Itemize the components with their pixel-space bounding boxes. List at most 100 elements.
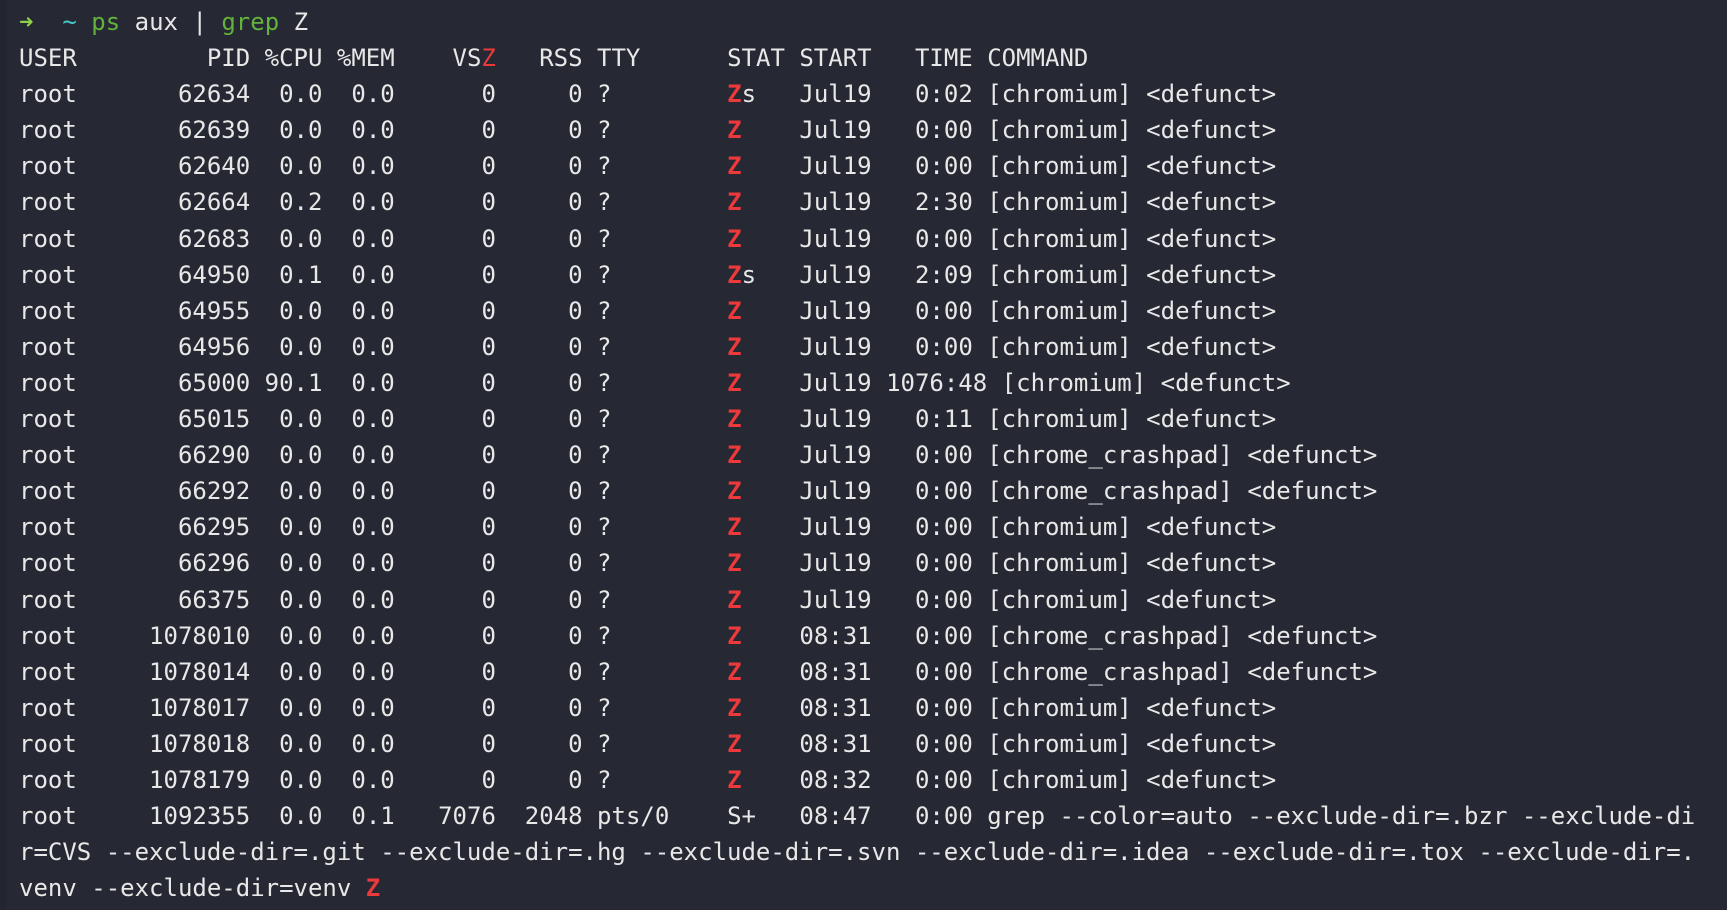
cell-tty: ?: [597, 477, 612, 506]
process-row[interactable]: root 1078017 0.0 0.0 0 0 ? Z 08:31 0:00 …: [19, 690, 1709, 726]
cell-vsz: 0: [481, 224, 496, 253]
cell-command: [chrome_crashpad] <defunct>: [987, 621, 1378, 650]
cell-tty: ?: [597, 585, 612, 614]
process-row[interactable]: root 66375 0.0 0.0 0 0 ? Z Jul19 0:00 [c…: [19, 582, 1709, 618]
cell-start: Jul19: [799, 116, 872, 145]
cell-stat: Z: [727, 225, 741, 253]
cell-cpu: 0.0: [279, 693, 323, 722]
match-highlight: Z: [727, 693, 742, 722]
prompt-arrow-icon: ➜: [19, 8, 34, 36]
cell-pid: 62634: [177, 80, 251, 109]
process-row[interactable]: root 1092355 0.0 0.1 7076 2048 pts/0 S+ …: [19, 798, 1709, 906]
cell-rss: 0: [568, 152, 583, 181]
cell-vsz: 0: [481, 549, 496, 578]
cell-start: Jul19: [799, 260, 872, 289]
cell-stat: Zs: [727, 260, 757, 289]
cell-mem: 0.0: [351, 224, 395, 253]
process-row[interactable]: root 66296 0.0 0.0 0 0 ? Z Jul19 0:00 [c…: [19, 545, 1709, 581]
cell-stat: Z: [727, 766, 741, 794]
process-row[interactable]: root 64956 0.0 0.0 0 0 ? Z Jul19 0:00 [c…: [19, 329, 1709, 365]
cell-time: 0:11: [914, 405, 973, 434]
cell-command: grep --color=auto --exclude-dir=.bzr --e…: [19, 802, 1696, 903]
process-row[interactable]: root 65015 0.0 0.0 0 0 ? Z Jul19 0:11 [c…: [19, 401, 1709, 437]
terminal-output[interactable]: ➜ ~ ps aux | grep Z USER PID %CPU %MEM V…: [19, 4, 1709, 906]
cell-user: root: [19, 80, 77, 109]
cell-cpu: 0.1: [279, 260, 323, 289]
process-row[interactable]: root 65000 90.1 0.0 0 0 ? Z Jul19 1076:4…: [19, 365, 1709, 401]
process-row[interactable]: root 62640 0.0 0.0 0 0 ? Z Jul19 0:00 [c…: [19, 148, 1709, 184]
cell-tty: ?: [597, 368, 612, 397]
process-row[interactable]: root 1078010 0.0 0.0 0 0 ? Z 08:31 0:00 …: [19, 618, 1709, 654]
cell-cpu: 0.0: [279, 224, 323, 253]
process-row[interactable]: root 1078179 0.0 0.0 0 0 ? Z 08:32 0:00 …: [19, 762, 1709, 798]
match-highlight: Z: [727, 332, 742, 361]
process-row[interactable]: root 62634 0.0 0.0 0 0 ? Zs Jul19 0:02 […: [19, 76, 1709, 112]
match-highlight: Z: [365, 874, 381, 903]
cell-user: root: [19, 405, 77, 434]
process-row[interactable]: root 64950 0.1 0.0 0 0 ? Zs Jul19 2:09 […: [19, 257, 1709, 293]
cell-tty: ?: [597, 405, 612, 434]
cell-tty: ?: [597, 224, 612, 253]
cell-rss: 0: [568, 80, 583, 109]
match-highlight: Z: [727, 296, 742, 325]
arg-pattern: Z: [293, 8, 309, 36]
cell-mem: 0.0: [351, 513, 395, 542]
cell-stat: Z: [727, 116, 741, 144]
process-row[interactable]: root 1078014 0.0 0.0 0 0 ? Z 08:31 0:00 …: [19, 654, 1709, 690]
cell-mem: 0.0: [351, 441, 395, 470]
process-row[interactable]: root 64955 0.0 0.0 0 0 ? Z Jul19 0:00 [c…: [19, 293, 1709, 329]
process-row[interactable]: root 66292 0.0 0.0 0 0 ? Z Jul19 0:00 [c…: [19, 473, 1709, 509]
cell-start: 08:47: [799, 802, 872, 831]
cell-vsz: 0: [481, 152, 496, 181]
cell-user: root: [19, 729, 77, 758]
cell-mem: 0.0: [351, 549, 395, 578]
process-row[interactable]: root 66295 0.0 0.0 0 0 ? Z Jul19 0:00 [c…: [19, 509, 1709, 545]
cell-user: root: [19, 549, 77, 578]
cell-cpu: 0.0: [279, 549, 323, 578]
cell-rss: 0: [568, 368, 583, 397]
cell-time: 0:00: [914, 585, 973, 614]
cell-cpu: 0.0: [279, 477, 323, 506]
cell-start: Jul19: [799, 296, 872, 325]
table-header: USER PID %CPU %MEM VSZ RSS TTY STAT STAR…: [19, 40, 1709, 76]
cell-vsz: 0: [481, 116, 496, 145]
cell-rss: 0: [568, 477, 583, 506]
cell-vsz: 0: [481, 332, 496, 361]
process-row[interactable]: root 62664 0.2 0.0 0 0 ? Z Jul19 2:30 [c…: [19, 184, 1709, 220]
cell-vsz: 0: [481, 477, 496, 506]
process-table: USER PID %CPU %MEM VSZ RSS TTY STAT STAR…: [19, 40, 1709, 906]
cell-cpu: 0.0: [279, 621, 323, 650]
match-highlight: Z: [727, 152, 742, 181]
cell-cpu: 90.1: [264, 368, 323, 397]
cell-pid: 1078014: [149, 657, 251, 686]
cell-rss: 0: [568, 549, 583, 578]
cell-user: root: [19, 260, 77, 289]
process-row[interactable]: root 62683 0.0 0.0 0 0 ? Z Jul19 0:00 [c…: [19, 221, 1709, 257]
cell-rss: 0: [568, 332, 583, 361]
cell-stat: S+: [727, 802, 757, 831]
match-highlight: Z: [727, 585, 742, 614]
cell-vsz: 0: [481, 765, 496, 794]
command-grep: grep: [221, 8, 280, 36]
cell-user: root: [19, 188, 77, 217]
cell-vsz: 7076: [438, 802, 496, 831]
cell-command: [chrome_crashpad] <defunct>: [987, 657, 1378, 686]
process-row[interactable]: root 66290 0.0 0.0 0 0 ? Z Jul19 0:00 [c…: [19, 437, 1709, 473]
prompt-line: ➜ ~ ps aux | grep Z: [19, 4, 1709, 40]
cell-tty: ?: [597, 80, 612, 109]
cell-user: root: [19, 621, 77, 650]
cell-mem: 0.0: [351, 80, 395, 109]
process-row[interactable]: root 62639 0.0 0.0 0 0 ? Z Jul19 0:00 [c…: [19, 112, 1709, 148]
cell-command: [chromium] <defunct>: [987, 513, 1277, 542]
cell-user: root: [19, 441, 77, 470]
cell-cpu: 0.0: [279, 657, 323, 686]
cell-rss: 0: [568, 405, 583, 434]
cell-pid: 1078010: [149, 621, 251, 650]
process-row[interactable]: root 1078018 0.0 0.0 0 0 ? Z 08:31 0:00 …: [19, 726, 1709, 762]
cell-rss: 0: [568, 621, 583, 650]
cell-start: Jul19: [799, 332, 872, 361]
cell-vsz: 0: [481, 188, 496, 217]
cell-mem: 0.0: [351, 296, 395, 325]
cell-tty: ?: [597, 116, 612, 145]
cell-pid: 62639: [177, 116, 251, 145]
